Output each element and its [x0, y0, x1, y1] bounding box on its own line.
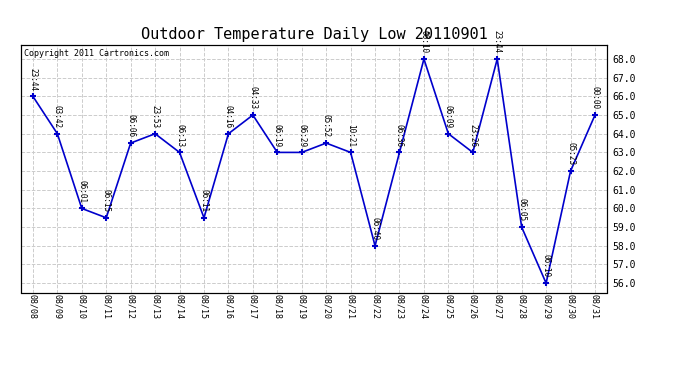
Text: 06:15: 06:15 — [101, 189, 110, 212]
Text: 06:29: 06:29 — [297, 124, 306, 147]
Text: 23:26: 23:26 — [469, 124, 477, 147]
Text: 06:10: 06:10 — [542, 255, 551, 278]
Text: 06:10: 06:10 — [420, 30, 428, 54]
Text: 23:44: 23:44 — [493, 30, 502, 54]
Text: 06:09: 06:09 — [444, 105, 453, 128]
Text: 06:19: 06:19 — [273, 124, 282, 147]
Text: 06:06: 06:06 — [126, 114, 135, 138]
Text: 04:33: 04:33 — [248, 86, 257, 109]
Text: 06:36: 06:36 — [395, 124, 404, 147]
Text: 23:44: 23:44 — [28, 68, 37, 91]
Text: 06:05: 06:05 — [518, 198, 526, 222]
Text: 05:23: 05:23 — [566, 142, 575, 165]
Title: Outdoor Temperature Daily Low 20110901: Outdoor Temperature Daily Low 20110901 — [141, 27, 487, 42]
Text: 06:01: 06:01 — [77, 180, 86, 203]
Text: 03:42: 03:42 — [53, 105, 62, 128]
Text: 06:40: 06:40 — [371, 217, 380, 240]
Text: 06:11: 06:11 — [199, 189, 208, 212]
Text: 06:13: 06:13 — [175, 124, 184, 147]
Text: 10:21: 10:21 — [346, 124, 355, 147]
Text: 05:52: 05:52 — [322, 114, 331, 138]
Text: 23:53: 23:53 — [150, 105, 159, 128]
Text: 04:16: 04:16 — [224, 105, 233, 128]
Text: Copyright 2011 Cartronics.com: Copyright 2011 Cartronics.com — [23, 49, 168, 58]
Text: 00:00: 00:00 — [591, 86, 600, 109]
